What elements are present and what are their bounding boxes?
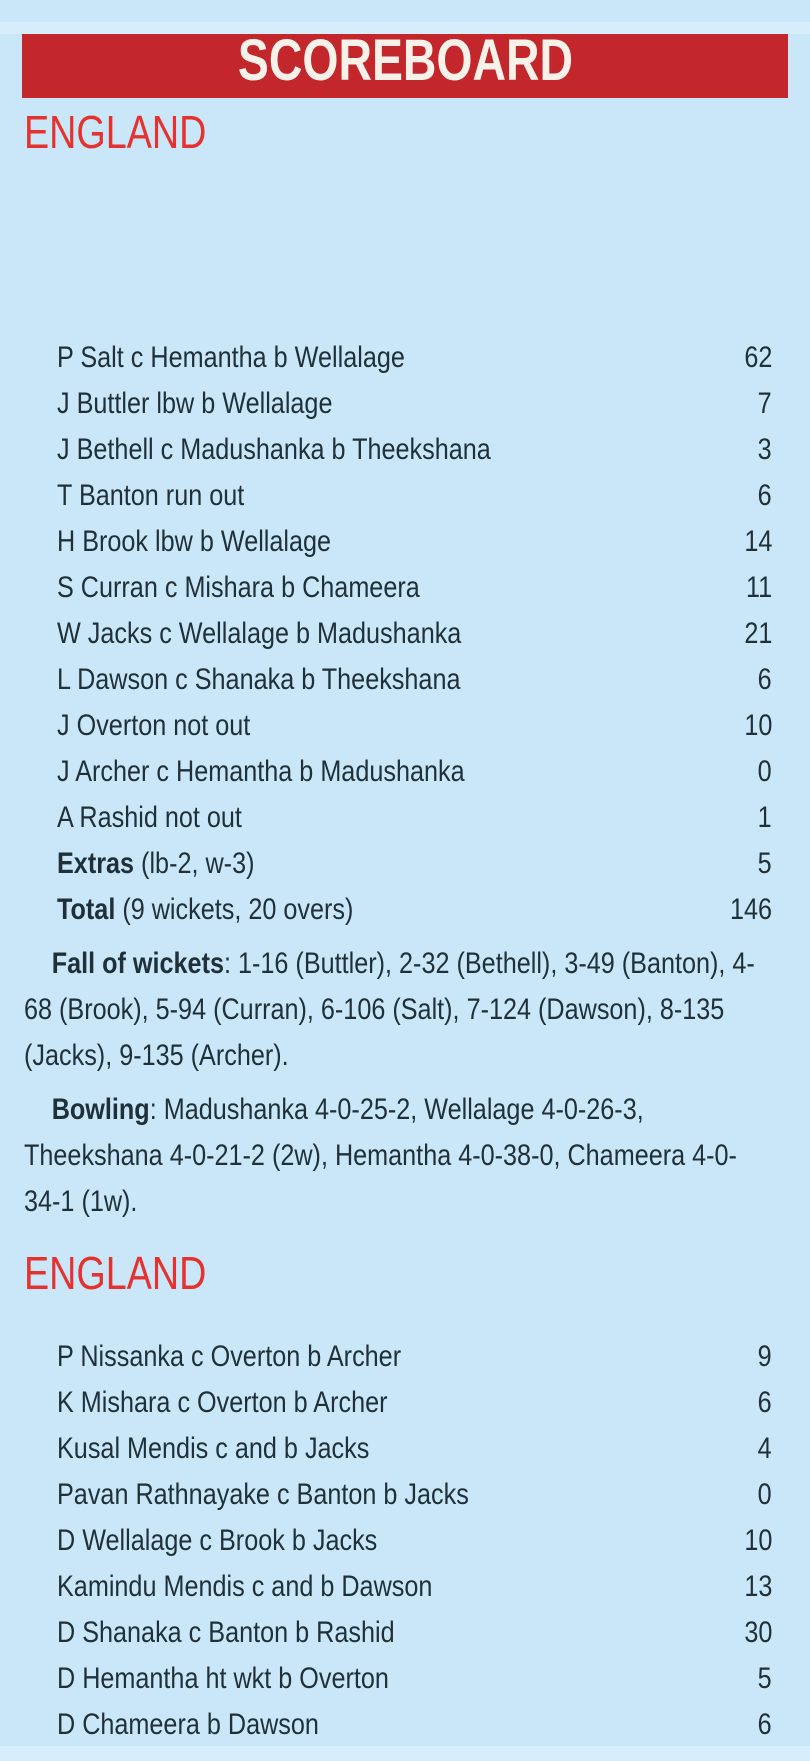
batsman-dismissal: Kamindu Mendis c and b Dawson	[57, 1570, 433, 1603]
extras-row: Extras (lb-2, w-3) 5	[0, 841, 810, 887]
innings-container: ENGLAND P Salt c Hemantha b Wellalage 62 J …	[0, 106, 810, 1748]
batting-row: K Mishara c Overton b Archer 6	[0, 1380, 810, 1426]
batting-row: Kusal Mendis c and b Jacks 4	[0, 1426, 810, 1472]
batsman-dismissal: D Wellalage c Brook b Jacks	[57, 1524, 378, 1557]
runs-value: 7	[757, 387, 772, 420]
runs-value: 3	[757, 433, 772, 466]
batsman-dismissal: D Shanaka c Banton b Rashid	[57, 1616, 395, 1649]
bowling-figures: Bowling: Madushanka 4-0-25-2, Wellalage …	[24, 1087, 762, 1225]
runs-value: 0	[757, 755, 772, 788]
bowling-figures-text: : Madushanka 4-0-25-2, Wellalage 4-0-26-…	[24, 1093, 737, 1218]
runs-value: 6	[757, 663, 772, 696]
runs-value: 30	[743, 1616, 772, 1649]
scoreboard-banner: SCOREBOARD	[22, 22, 788, 98]
batsman-dismissal: J Overton not out	[57, 709, 251, 742]
runs-value: 10	[743, 709, 772, 742]
runs-value: 6	[757, 479, 772, 512]
runs-value: 5	[757, 1662, 772, 1695]
batting-row: H Brook lbw b Wellalage 14	[0, 519, 810, 565]
innings-section: ENGLAND P Nissanka c Overton b Archer 9 K M…	[0, 1247, 810, 1748]
runs-value: 10	[743, 1524, 772, 1557]
extras-row-detail: (lb-2, w-3)	[134, 847, 255, 880]
runs-value: 5	[757, 847, 772, 880]
runs-value: 11	[745, 571, 772, 604]
batting-row: J Overton not out 10	[0, 703, 810, 749]
batsman-dismissal: J Bethell c Madushanka b Theekshana	[57, 433, 491, 466]
scoreboard-title: SCOREBOARD	[237, 27, 573, 93]
batting-card: P Nissanka c Overton b Archer 9 K Mishara …	[0, 1334, 810, 1748]
batting-row: J Buttler lbw b Wellalage 7	[0, 381, 810, 427]
batsman-dismissal: P Salt c Hemantha b Wellalage	[57, 341, 405, 374]
batting-row: D Shanaka c Banton b Rashid 30	[0, 1610, 810, 1656]
total-row-label: Total	[57, 893, 116, 926]
batting-card: P Salt c Hemantha b Wellalage 62 J Buttler…	[0, 335, 810, 933]
total-row: Total (9 wickets, 20 overs) 146	[0, 887, 810, 933]
extras-row-text: Extras (lb-2, w-3)	[57, 841, 254, 887]
runs-value: 4	[757, 1432, 772, 1465]
runs-value: 146	[729, 893, 772, 926]
bottom-edge-strip	[0, 1746, 810, 1761]
team-heading: ENGLAND	[24, 1247, 207, 1299]
batsman-dismissal: W Jacks c Wellalage b Madushanka	[57, 617, 462, 650]
batting-row: T Banton run out 6	[0, 473, 810, 519]
fall-of-wickets: Fall of wickets: 1-16 (Buttler), 2-32 (B…	[24, 941, 762, 1079]
batsman-dismissal: K Mishara c Overton b Archer	[57, 1386, 388, 1419]
batsman-dismissal: D Hemantha ht wkt b Overton	[57, 1662, 389, 1695]
team-heading: ENGLAND	[24, 106, 207, 158]
batting-row: A Rashid not out 1	[0, 795, 810, 841]
batting-row: D Hemantha ht wkt b Overton 5	[0, 1656, 810, 1702]
batting-row: J Bethell c Madushanka b Theekshana 3	[0, 427, 810, 473]
runs-value: 14	[743, 525, 772, 558]
batting-row: W Jacks c Wellalage b Madushanka 21	[0, 611, 810, 657]
batting-row: Kamindu Mendis c and b Dawson 13	[0, 1564, 810, 1610]
runs-value: 6	[757, 1386, 772, 1419]
runs-value: 21	[743, 617, 772, 650]
total-row-detail: (9 wickets, 20 overs)	[115, 893, 354, 926]
total-row-text: Total (9 wickets, 20 overs)	[57, 887, 353, 933]
runs-value: 9	[757, 1340, 772, 1373]
batsman-dismissal: Pavan Rathnayake c Banton b Jacks	[57, 1478, 469, 1511]
batsman-dismissal: L Dawson c Shanaka b Theekshana	[57, 663, 461, 696]
batting-row: D Chameera b Dawson 6	[0, 1702, 810, 1748]
runs-value: 13	[743, 1570, 772, 1603]
batsman-dismissal: Kusal Mendis c and b Jacks	[57, 1432, 370, 1465]
batsman-dismissal: P Nissanka c Overton b Archer	[57, 1340, 402, 1373]
batsman-dismissal: A Rashid not out	[57, 801, 242, 834]
batting-row: D Wellalage c Brook b Jacks 10	[0, 1518, 810, 1564]
runs-value: 0	[757, 1478, 772, 1511]
batsman-dismissal: D Chameera b Dawson	[57, 1708, 319, 1741]
fall-of-wickets-text: : 1-16 (Buttler), 2-32 (Bethell), 3-49 (…	[24, 947, 755, 1072]
batsman-dismissal: J Buttler lbw b Wellalage	[57, 387, 333, 420]
batting-row: J Archer c Hemantha b Madushanka 0	[0, 749, 810, 795]
bowling-figures-label: Bowling	[51, 1093, 150, 1126]
runs-value: 62	[743, 341, 772, 374]
runs-value: 6	[757, 1708, 772, 1741]
extras-row-label: Extras	[57, 847, 135, 880]
batting-row: S Curran c Mishara b Chameera 11	[0, 565, 810, 611]
runs-value: 1	[757, 801, 772, 834]
batting-row: Pavan Rathnayake c Banton b Jacks 0	[0, 1472, 810, 1518]
scoreboard-page: SCOREBOARD ENGLAND P Salt c Hemantha b We…	[0, 22, 810, 1761]
batting-row: L Dawson c Shanaka b Theekshana 6	[0, 657, 810, 703]
batsman-dismissal: S Curran c Mishara b Chameera	[57, 571, 420, 604]
batsman-dismissal: J Archer c Hemantha b Madushanka	[57, 755, 465, 788]
innings-section: ENGLAND P Salt c Hemantha b Wellalage 62 J …	[0, 106, 810, 1225]
batting-row: P Salt c Hemantha b Wellalage 62	[0, 335, 810, 381]
fall-of-wickets-label: Fall of wickets	[51, 947, 224, 980]
top-edge-strip	[0, 22, 810, 34]
batsman-dismissal: T Banton run out	[57, 479, 245, 512]
batting-row: P Nissanka c Overton b Archer 9	[0, 1334, 810, 1380]
batsman-dismissal: H Brook lbw b Wellalage	[57, 525, 332, 558]
